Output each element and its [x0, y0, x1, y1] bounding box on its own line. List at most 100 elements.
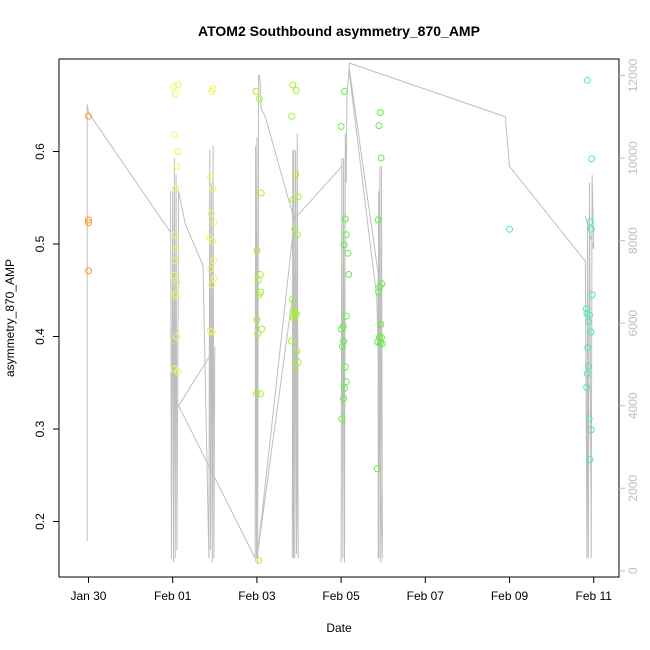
data-point	[291, 363, 299, 371]
data-point	[377, 154, 385, 162]
plot-frame	[58, 58, 620, 578]
data-point	[378, 340, 386, 348]
data-point	[170, 271, 178, 279]
data-point	[255, 291, 263, 299]
data-point	[342, 378, 350, 386]
data-point	[171, 90, 179, 98]
data-point	[256, 390, 264, 398]
data-point	[587, 426, 595, 434]
data-point	[85, 112, 92, 120]
data-point	[344, 249, 352, 257]
data-point	[253, 316, 261, 324]
data-point	[289, 81, 297, 89]
data-point	[340, 241, 348, 249]
chart-title: ATOM2 Southbound asymmetry_870_AMP	[198, 23, 480, 39]
data-point	[586, 218, 594, 226]
data-point	[341, 87, 348, 95]
data-point	[506, 225, 513, 233]
data-point	[583, 76, 591, 84]
x-tick-label: Feb 05	[322, 589, 360, 603]
data-point	[378, 280, 386, 288]
data-point	[172, 290, 180, 298]
x-tick-label: Feb 07	[407, 589, 445, 603]
data-point	[257, 189, 265, 197]
data-point	[172, 185, 180, 192]
data-point	[208, 328, 216, 336]
data-point	[377, 321, 385, 328]
data-point	[289, 196, 297, 204]
y2-tick-label: 8000	[626, 227, 640, 254]
data-point	[587, 328, 595, 336]
data-point	[288, 296, 296, 303]
data-point	[287, 337, 295, 345]
data-point	[170, 131, 178, 139]
data-point	[585, 318, 593, 326]
data-point	[207, 173, 215, 180]
x-axis: Jan 30 Feb 01 Feb 03 Feb 05 Feb 07 Feb 09 Feb …	[70, 577, 612, 603]
data-point	[207, 210, 215, 217]
y2-series-line	[86, 62, 595, 563]
x-axis-label: Date	[326, 621, 352, 635]
x-tick-label: Feb 01	[154, 589, 192, 603]
data-point	[293, 347, 301, 355]
data-point	[338, 325, 345, 333]
y2-tick-label: 0	[626, 567, 640, 574]
data-point	[210, 257, 217, 265]
data-point	[210, 219, 218, 227]
data-point	[373, 465, 381, 473]
data-point	[341, 215, 349, 223]
data-point	[582, 305, 590, 313]
data-point	[293, 231, 301, 239]
y-tick-label: 0.4	[33, 328, 47, 345]
data-point	[174, 368, 182, 376]
data-point	[207, 265, 215, 273]
y2-axis: 0 2000 4000 6000 8000 10000 12000	[619, 59, 640, 574]
data-point	[173, 279, 181, 287]
data-point	[209, 185, 217, 192]
y2-tick-label: 12000	[626, 59, 640, 93]
y2-overlay-line	[86, 62, 595, 563]
y2-tick-label: 4000	[626, 392, 640, 419]
data-point	[342, 231, 350, 239]
y-axis-label: asymmetry_870_AMP	[3, 259, 17, 377]
y2-tick-label: 6000	[626, 309, 640, 336]
data-point	[588, 155, 596, 163]
data-point	[291, 225, 299, 233]
data-point	[583, 383, 591, 391]
y-tick-label: 0.3	[33, 420, 47, 437]
data-point	[586, 311, 593, 319]
data-point	[173, 162, 181, 170]
data-point	[376, 109, 384, 117]
data-point	[345, 271, 353, 278]
data-point	[255, 95, 263, 103]
y-tick-label: 0.5	[33, 235, 47, 252]
data-point	[258, 325, 266, 333]
data-point	[85, 219, 92, 227]
data-point	[584, 362, 592, 370]
data-point	[254, 330, 262, 338]
data-point	[375, 288, 383, 296]
data-point	[253, 390, 260, 398]
data-point	[340, 395, 348, 402]
data-point	[341, 363, 349, 371]
data-point	[584, 344, 592, 352]
data-point	[174, 148, 182, 155]
data-point	[209, 85, 217, 93]
data-point	[254, 276, 262, 284]
data-point	[208, 237, 216, 245]
data-point	[342, 312, 350, 320]
x-tick-label: Feb 09	[491, 589, 529, 603]
data-point	[292, 86, 300, 94]
data-point	[338, 343, 346, 351]
data-point	[374, 216, 382, 224]
data-point	[338, 415, 346, 423]
data-point	[337, 123, 345, 130]
data-point	[173, 333, 180, 340]
data-point	[586, 456, 594, 463]
data-point	[587, 225, 595, 233]
data-point	[375, 122, 383, 130]
data-point	[170, 292, 178, 300]
y2-tick-label: 10000	[626, 141, 640, 175]
data-point	[292, 171, 300, 179]
